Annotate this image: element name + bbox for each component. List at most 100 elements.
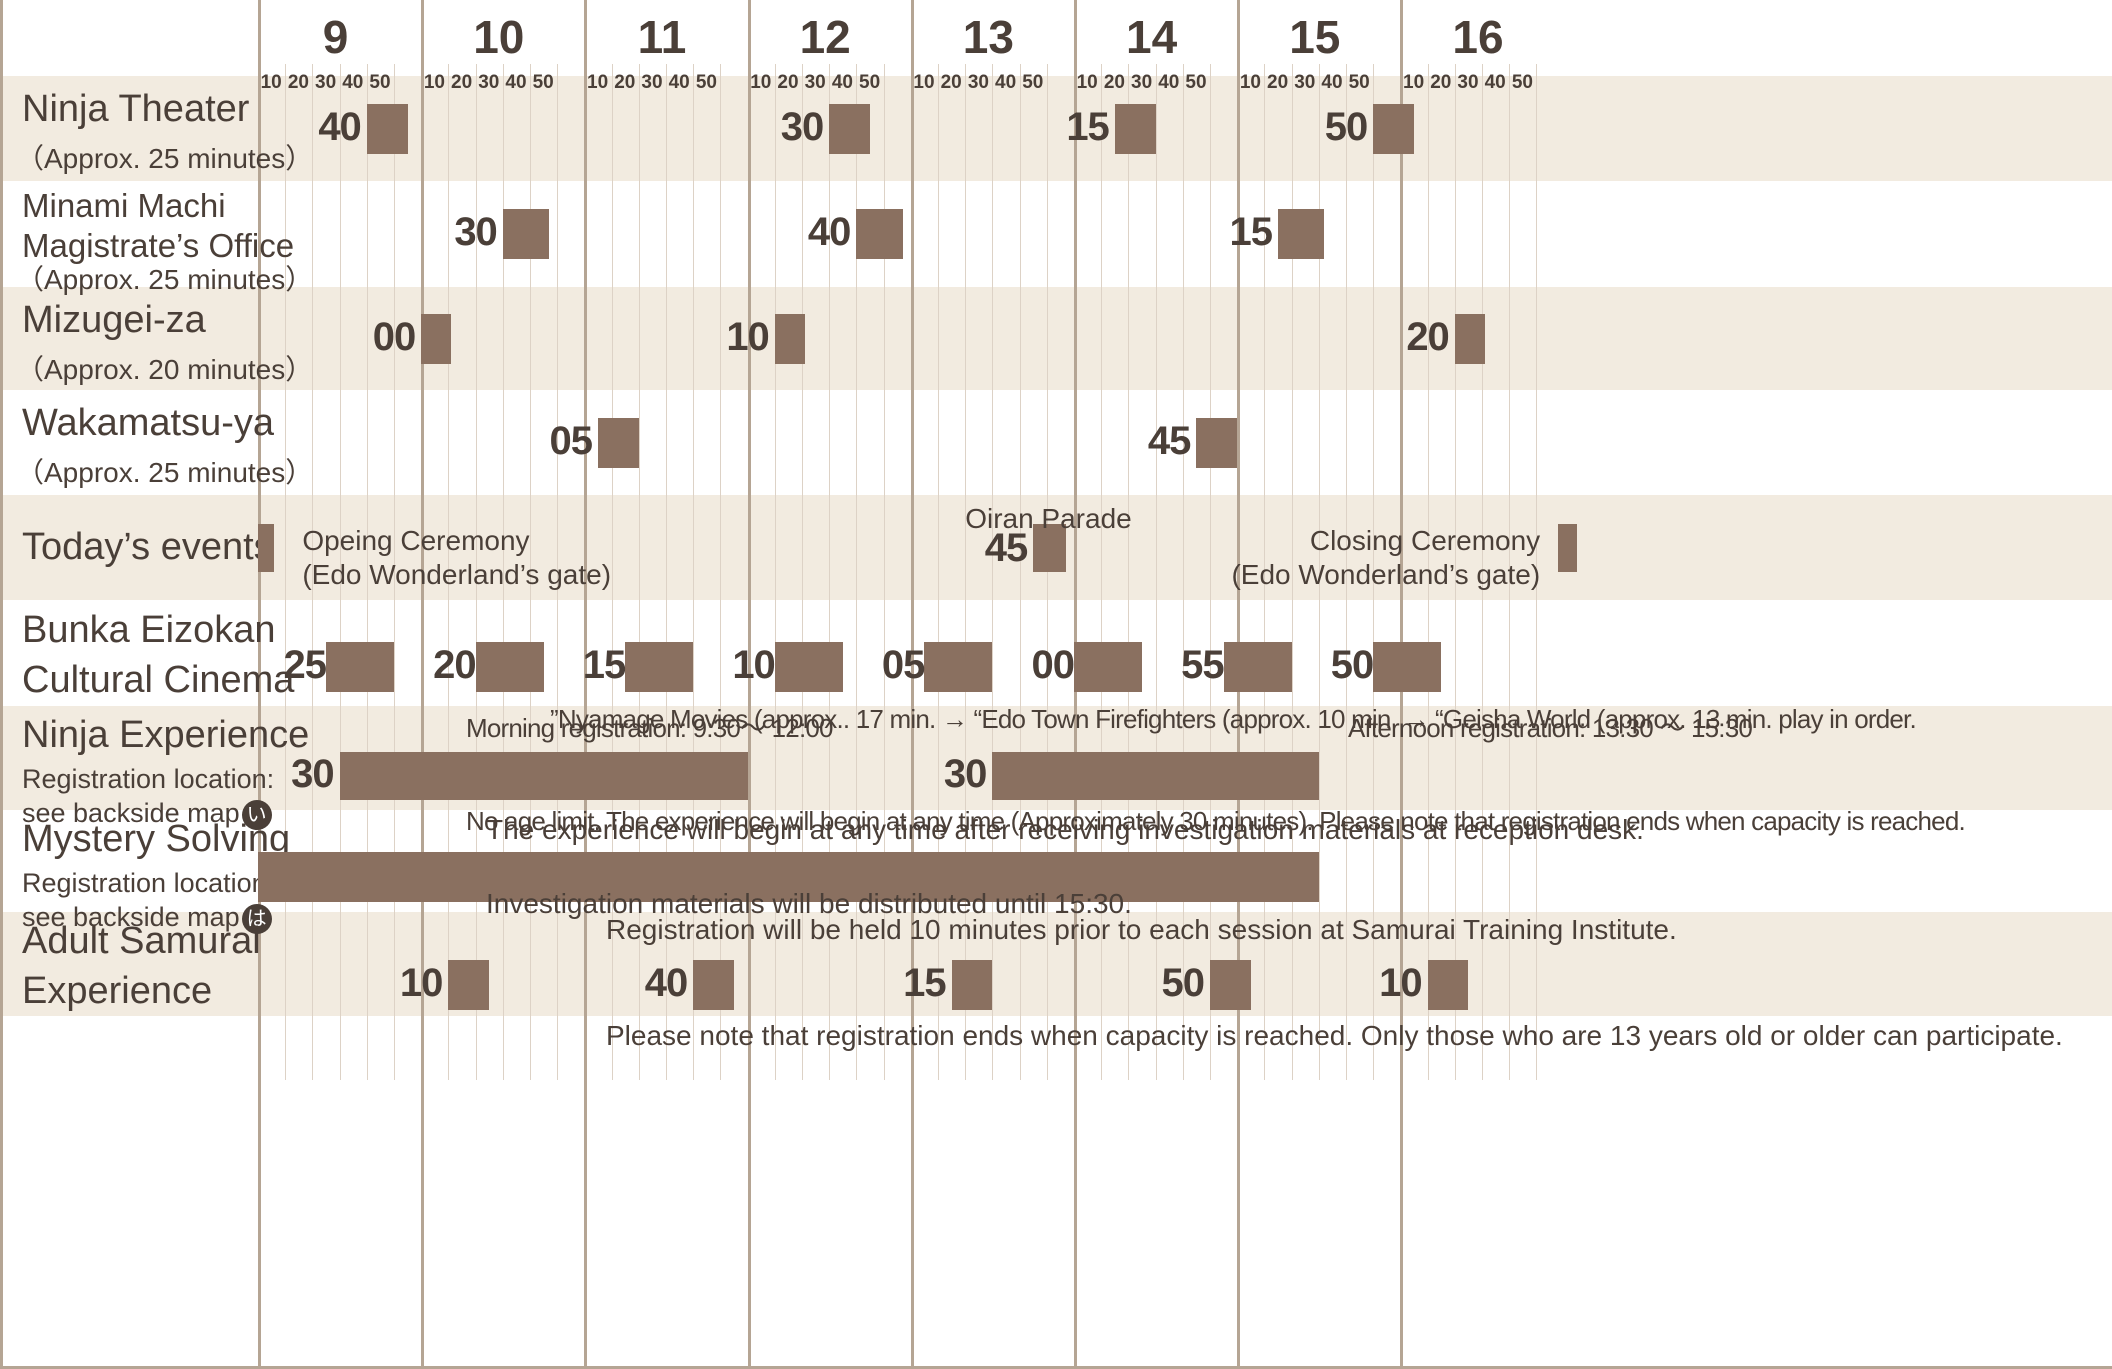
minor-line [856, 64, 858, 1080]
minute-label: 40 [342, 72, 364, 93]
registration-line: Registration location: [22, 764, 275, 794]
minute-label: 10 [423, 72, 445, 93]
minute-label: 10 [1239, 72, 1261, 93]
session-bar [421, 313, 452, 364]
row-band [0, 181, 2112, 287]
hour-label-13: 13 [962, 11, 1014, 63]
session-bar [1114, 103, 1156, 154]
minor-line [1264, 64, 1266, 1080]
row-title: Ninja Experience [22, 714, 310, 756]
minor-line [285, 64, 287, 1080]
minute-label: 30 [1131, 72, 1153, 93]
event-name: Closing Ceremony [1309, 525, 1541, 556]
session-bar [502, 209, 550, 259]
session-time-label: 00 [372, 314, 416, 359]
bottom-border [0, 1366, 2112, 1369]
minor-line [938, 64, 939, 1080]
minute-label: 20 [777, 72, 799, 93]
minute-label: 10 [587, 72, 609, 93]
row-title: Minami Machi [22, 187, 226, 224]
minor-line [883, 64, 885, 1080]
minor-line [720, 64, 722, 1080]
minute-label: 20 [451, 72, 473, 93]
hour-label-12: 12 [799, 11, 851, 63]
minor-line [312, 64, 314, 1080]
session-time-label: 20 [1406, 314, 1449, 359]
row-title: Mystery Solving [22, 818, 291, 860]
session-bar [366, 103, 408, 154]
left-border [0, 0, 3, 1369]
minor-line [1046, 64, 1048, 1080]
row-subtitle: （Approx. 25 minutes） [16, 457, 314, 488]
session-time-label: 15 [1066, 104, 1109, 149]
session-bar [1033, 523, 1066, 572]
minute-label: 30 [478, 72, 500, 93]
event-name: Opeing Ceremony [302, 525, 530, 556]
row-title: Mizugei-za [22, 299, 206, 341]
row-title: Adult Samurai [22, 920, 261, 962]
session-bar [1278, 209, 1325, 259]
map-marker-icon: は [241, 903, 272, 934]
session-time-label: 30 [291, 752, 334, 796]
minute-label: 10 [750, 72, 772, 93]
minute-label: 20 [1103, 72, 1125, 93]
session-bar [1558, 523, 1578, 572]
minor-line [1346, 64, 1347, 1080]
hour-line [421, 0, 425, 1369]
minor-line [802, 64, 803, 1080]
description-note: Morning registration: 9:30～ 12:00 [466, 713, 834, 743]
session-time-label: 05 [549, 418, 593, 463]
row-title: Bunka Eizokan [22, 609, 276, 651]
minor-line [611, 64, 613, 1080]
session-bar [992, 752, 1319, 800]
hour-label-10: 10 [473, 11, 525, 63]
minute-label: 30 [1457, 72, 1479, 93]
session-bar [1223, 642, 1292, 692]
registration-line: Registration location: [22, 868, 275, 898]
session-time-label: 50 [1324, 104, 1368, 149]
session-time-label: 25 [283, 643, 327, 687]
session-time-label: 10 [399, 961, 443, 1005]
minor-line [666, 64, 667, 1080]
event-location: (Edo Wonderland’s gate) [302, 559, 612, 590]
session-bar [1373, 642, 1442, 692]
minor-line [530, 64, 531, 1080]
row-title: Today’s events [22, 525, 273, 568]
minute-label: 40 [831, 72, 853, 93]
session-bar [951, 960, 993, 1010]
minor-line [1101, 64, 1103, 1080]
minute-label: 10 [913, 72, 935, 93]
description-note: Afternoon registration: 13:30 ～ 15:30 [1348, 713, 1753, 743]
minor-line [1182, 64, 1184, 1080]
minor-line [1509, 64, 1511, 1080]
description-note: Investigation materials will be distribu… [486, 888, 1132, 919]
session-time-label: 55 [1181, 643, 1224, 687]
session-time-label: 15 [903, 961, 946, 1005]
session-bar [774, 642, 843, 692]
minute-label: 40 [1158, 72, 1180, 93]
session-bar [924, 642, 993, 692]
row-band [0, 287, 2112, 390]
hour-line [910, 0, 914, 1369]
row-title: Experience [22, 970, 213, 1012]
minor-line [965, 64, 967, 1080]
session-time-label: 50 [1161, 961, 1205, 1005]
hour-label-15: 15 [1289, 11, 1341, 63]
session-bar [326, 642, 394, 692]
minor-line [774, 64, 776, 1080]
minute-label: 50 [1348, 72, 1370, 93]
minor-line [557, 64, 559, 1080]
minute-label: 30 [967, 72, 989, 93]
hour-line [258, 0, 261, 1369]
header-band [0, 0, 2112, 76]
hour-label-9: 9 [322, 11, 349, 63]
registration-line: see backside map は [22, 900, 272, 934]
minor-line [1291, 64, 1293, 1080]
minute-label: 30 [1294, 72, 1316, 93]
hour-label-11: 11 [637, 11, 687, 63]
minute-label: 50 [1511, 72, 1533, 93]
row-title: Wakamatsu-ya [22, 402, 274, 444]
session-bar [258, 852, 1319, 902]
session-bar [475, 642, 544, 692]
